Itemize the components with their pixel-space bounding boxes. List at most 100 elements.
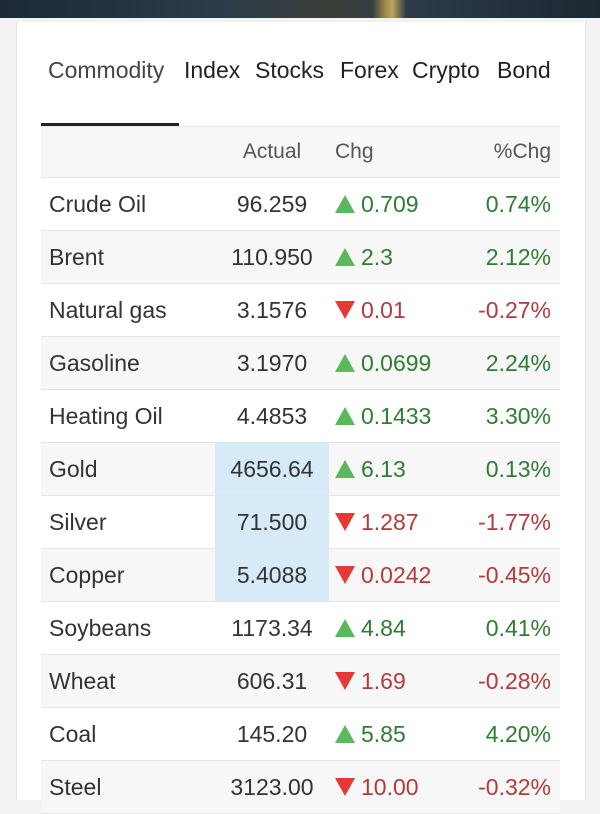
actual-value: 4.4853 [236, 402, 308, 429]
triangle-up-icon [335, 248, 355, 266]
commodity-name: Natural gas [49, 296, 167, 323]
change-value: 0.0699 [361, 349, 432, 376]
percent-change: 2.24% [485, 349, 551, 376]
active-tab-indicator [41, 123, 179, 126]
change-cell: 2.3 [335, 231, 393, 283]
header-chg: Chg [335, 140, 374, 163]
table-row[interactable]: Natural gas 3.1576 0.01 -0.27% [41, 284, 560, 337]
tab-crypto[interactable]: Crypto [412, 57, 480, 83]
tab-forex[interactable]: Forex [340, 57, 399, 83]
actual-value: 96.259 [236, 190, 308, 217]
commodity-name: Steel [49, 773, 102, 800]
percent-change: 0.41% [485, 614, 551, 641]
change-cell: 0.01 [335, 284, 406, 336]
commodity-name: Silver [49, 508, 107, 535]
photo-highlight [372, 0, 406, 18]
percent-change: -0.27% [478, 296, 551, 323]
change-cell: 0.709 [335, 178, 419, 230]
triangle-up-icon [335, 460, 355, 478]
actual-value: 3123.00 [230, 773, 314, 800]
commodity-name: Soybeans [49, 614, 152, 641]
triangle-up-icon [335, 195, 355, 213]
change-value: 0.709 [361, 190, 419, 217]
change-value: 1.69 [361, 667, 406, 694]
triangle-down-icon [335, 301, 355, 319]
change-value: 4.84 [361, 614, 406, 641]
market-card: Commodity Index Stocks Forex Crypto Bond… [16, 22, 586, 814]
commodity-name: Gasoline [49, 349, 140, 376]
change-value: 1.287 [361, 508, 419, 535]
actual-value: 1173.34 [231, 614, 313, 641]
triangle-up-icon [335, 725, 355, 743]
quote-table: Actual Chg %Chg Crude Oil 96.259 0.709 0.74… [41, 126, 560, 814]
table-row[interactable]: Coal 145.20 5.85 4.20% [41, 708, 560, 761]
percent-change: -0.45% [478, 561, 551, 588]
change-value: 0.01 [361, 296, 406, 323]
commodity-name: Heating Oil [49, 402, 163, 429]
change-cell: 5.85 [335, 708, 406, 760]
tab-commodity[interactable]: Commodity [48, 57, 165, 83]
triangle-down-icon [335, 566, 355, 584]
commodity-name: Wheat [49, 667, 116, 694]
change-cell: 0.0242 [335, 549, 431, 601]
table-row[interactable]: Heating Oil 4.4853 0.1433 3.30% [41, 390, 560, 443]
triangle-down-icon [335, 672, 355, 690]
table-row[interactable]: Steel 3123.00 10.00 -0.32% [41, 761, 560, 814]
change-cell: 0.1433 [335, 390, 431, 442]
change-cell: 1.287 [335, 496, 419, 548]
table-row[interactable]: Wheat 606.31 1.69 -0.28% [41, 655, 560, 708]
triangle-up-icon [335, 619, 355, 637]
percent-change: 4.20% [485, 720, 551, 747]
commodity-name: Copper [49, 561, 125, 588]
table-row[interactable]: Silver 71.500 1.287 -1.77% [41, 496, 560, 549]
triangle-up-icon [335, 407, 355, 425]
actual-value: 145.20 [236, 720, 308, 747]
actual-value: 5.4088 [215, 549, 329, 601]
percent-change: -0.32% [478, 773, 551, 800]
change-cell: 0.0699 [335, 337, 431, 389]
table-header: Actual Chg %Chg [41, 127, 560, 178]
change-cell: 1.69 [335, 655, 406, 707]
change-cell: 6.13 [335, 443, 406, 495]
table-row[interactable]: Gold 4656.64 6.13 0.13% [41, 443, 560, 496]
market-tabs: Commodity Index Stocks Forex Crypto Bond [41, 47, 571, 127]
table-body: Crude Oil 96.259 0.709 0.74% Brent 110.950 2.3… [41, 178, 560, 814]
percent-change: 0.13% [485, 455, 551, 482]
commodity-name: Brent [49, 243, 104, 270]
actual-value: 71.500 [215, 496, 329, 548]
triangle-up-icon [335, 354, 355, 372]
actual-value: 110.950 [231, 243, 313, 270]
triangle-down-icon [335, 778, 355, 796]
table-row[interactable]: Gasoline 3.1970 0.0699 2.24% [41, 337, 560, 390]
change-cell: 4.84 [335, 602, 406, 654]
change-value: 2.3 [361, 243, 393, 270]
table-row[interactable]: Copper 5.4088 0.0242 -0.45% [41, 549, 560, 602]
table-row[interactable]: Brent 110.950 2.3 2.12% [41, 231, 560, 284]
tab-bond[interactable]: Bond [497, 57, 551, 83]
change-value: 0.0242 [361, 561, 432, 588]
commodity-name: Coal [49, 720, 97, 747]
header-photo [0, 0, 600, 18]
actual-value: 4656.64 [215, 443, 329, 495]
percent-change: -1.77% [478, 508, 551, 535]
change-value: 5.85 [361, 720, 406, 747]
percent-change: 3.30% [485, 402, 551, 429]
table-row[interactable]: Soybeans 1173.34 4.84 0.41% [41, 602, 560, 655]
change-value: 0.1433 [361, 402, 432, 429]
percent-change: -0.28% [478, 667, 551, 694]
percent-change: 2.12% [485, 243, 551, 270]
header-pct-chg: %Chg [493, 140, 551, 163]
triangle-down-icon [335, 513, 355, 531]
change-value: 6.13 [361, 455, 406, 482]
change-cell: 10.00 [335, 761, 419, 813]
percent-change: 0.74% [485, 190, 551, 217]
table-row[interactable]: Crude Oil 96.259 0.709 0.74% [41, 178, 560, 231]
actual-value: 3.1576 [236, 296, 308, 323]
header-actual: Actual [242, 140, 302, 163]
actual-value: 606.31 [236, 667, 308, 694]
commodity-name: Gold [49, 455, 98, 482]
tab-stocks[interactable]: Stocks [255, 57, 325, 83]
actual-value: 3.1970 [236, 349, 308, 376]
tab-index[interactable]: Index [184, 57, 241, 83]
change-value: 10.00 [361, 773, 419, 800]
